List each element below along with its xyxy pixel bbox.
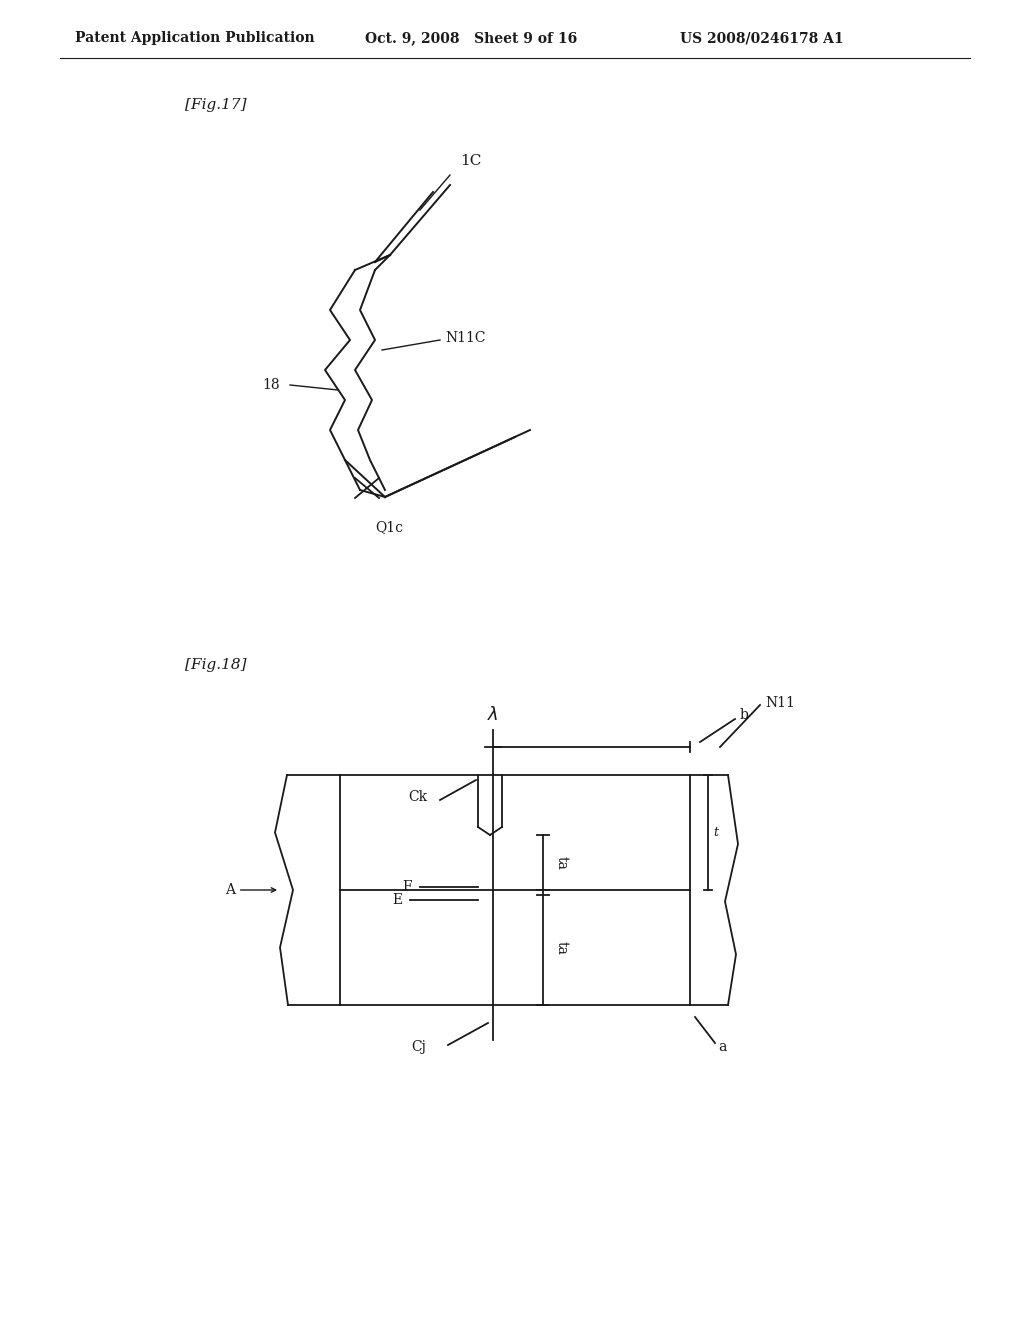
- Text: Oct. 9, 2008   Sheet 9 of 16: Oct. 9, 2008 Sheet 9 of 16: [365, 30, 578, 45]
- Text: a: a: [718, 1040, 726, 1053]
- Text: [Fig.18]: [Fig.18]: [185, 657, 247, 672]
- Text: b: b: [740, 708, 749, 722]
- Text: t: t: [713, 826, 718, 840]
- Text: Patent Application Publication: Patent Application Publication: [75, 30, 314, 45]
- Text: ta: ta: [555, 941, 569, 954]
- Text: Q1c: Q1c: [375, 520, 403, 535]
- Text: N11: N11: [765, 696, 795, 710]
- Text: ta: ta: [555, 855, 569, 870]
- Text: [Fig.17]: [Fig.17]: [185, 98, 247, 112]
- Text: Ck: Ck: [408, 789, 427, 804]
- Text: E: E: [392, 894, 402, 907]
- Text: Cj: Cj: [411, 1040, 426, 1053]
- Text: 18: 18: [262, 378, 280, 392]
- Text: US 2008/0246178 A1: US 2008/0246178 A1: [680, 30, 844, 45]
- Text: $\lambda$: $\lambda$: [487, 706, 499, 723]
- Text: N11C: N11C: [445, 331, 485, 345]
- Text: A: A: [225, 883, 275, 898]
- Text: F: F: [402, 880, 412, 894]
- Text: 1C: 1C: [460, 154, 481, 168]
